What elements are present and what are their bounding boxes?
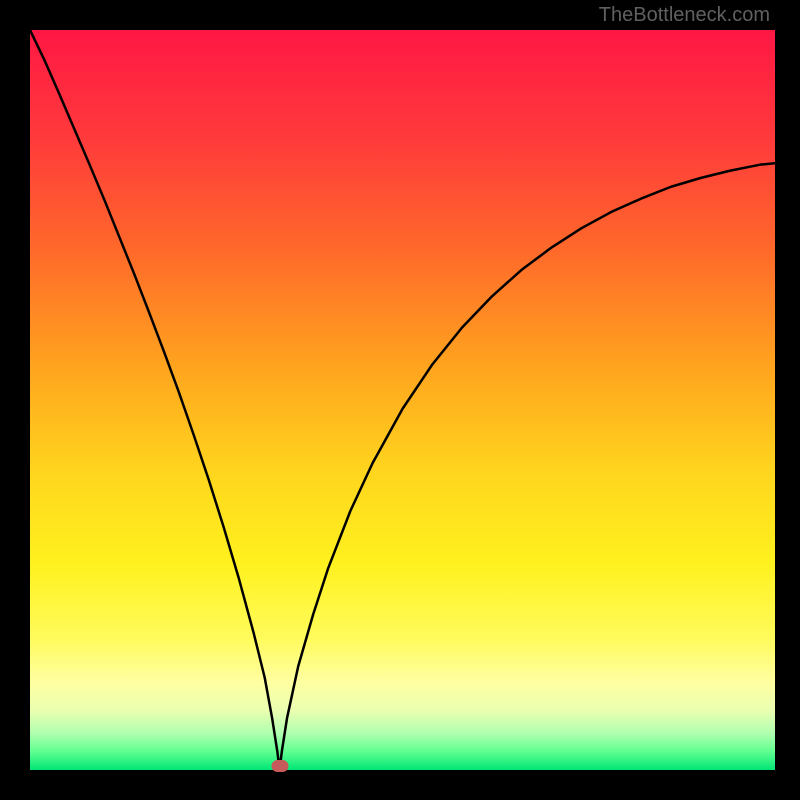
chart-container: TheBottleneck.com (0, 0, 800, 800)
watermark-text: TheBottleneck.com (599, 4, 770, 27)
bottleneck-curve (30, 30, 775, 770)
curve-svg (30, 30, 775, 770)
plot-area (30, 30, 775, 770)
minimum-marker (271, 760, 288, 772)
